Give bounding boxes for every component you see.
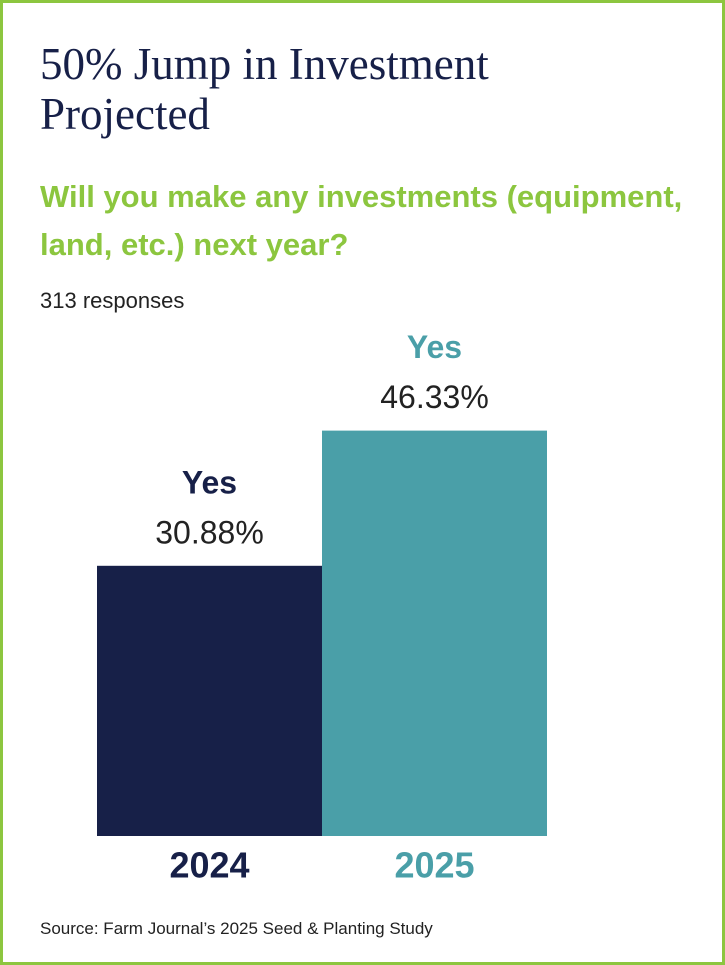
value-label: 46.33% [380,379,489,415]
x-tick-label: 2024 [169,845,249,886]
bar-label: Yes [407,329,462,365]
chart: Yes 30.88% 2024 Yes 46.33% 2025 [97,329,547,886]
bar [322,430,547,836]
chart-subtitle: Will you make any investments (equipment… [40,179,683,262]
source-note: Source: Farm Journal’s 2025 Seed & Plant… [40,919,433,938]
x-tick-label: 2025 [394,845,474,886]
bar [97,565,322,836]
response-count: 313 responses [40,288,185,313]
bar-label: Yes [182,464,237,500]
value-label: 30.88% [155,514,264,550]
chart-title: 50% Jump in Investment Projected [40,39,489,139]
